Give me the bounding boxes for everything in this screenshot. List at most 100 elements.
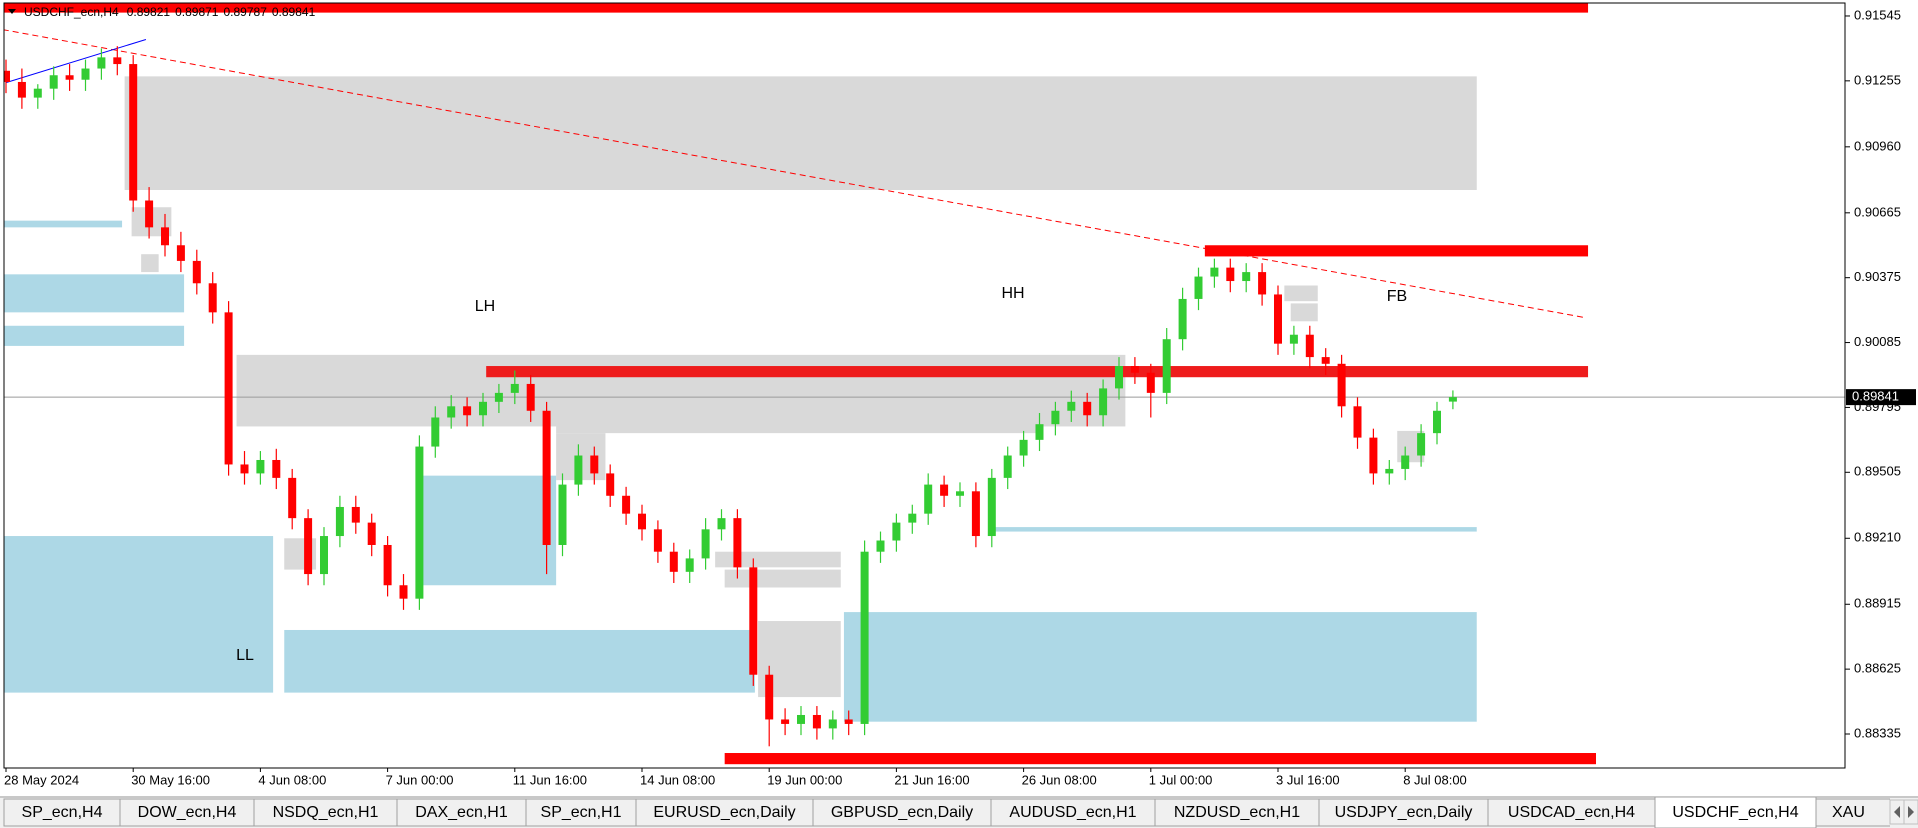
candle-body xyxy=(1385,468,1394,474)
candle-body xyxy=(81,68,90,80)
tab-label: SP_ecn,H4 xyxy=(22,804,103,821)
tab[interactable] xyxy=(396,798,527,827)
x-tick-label: 11 Jun 16:00 xyxy=(513,772,587,787)
active-tab[interactable] xyxy=(1654,796,1817,828)
y-tick-label: 0.90665 xyxy=(1854,204,1901,219)
last-open: 0.89821 xyxy=(127,5,171,19)
candle-body xyxy=(494,392,503,402)
tab[interactable] xyxy=(3,798,121,827)
annotation: HH xyxy=(1001,285,1024,302)
candle-body xyxy=(1019,439,1028,456)
candle-body xyxy=(669,551,678,572)
candle-body xyxy=(1321,357,1330,364)
tab[interactable] xyxy=(1487,798,1656,827)
candle-body xyxy=(176,245,185,261)
y-tick-label: 0.89210 xyxy=(1854,530,1901,545)
candle-body xyxy=(526,383,535,411)
symbol: USDCHF_ecn,H4 xyxy=(24,5,119,19)
y-tick-label: 0.89505 xyxy=(1854,464,1901,479)
candle-body xyxy=(510,383,519,393)
candle-body xyxy=(1146,372,1155,393)
y-tick-label: 0.90375 xyxy=(1854,269,1901,284)
candle-body xyxy=(351,506,360,523)
candle-body xyxy=(924,484,933,514)
x-tick-label: 30 May 16:00 xyxy=(131,772,210,787)
price-zone xyxy=(236,354,1126,427)
x-tick-label: 1 Jul 00:00 xyxy=(1149,772,1213,787)
candle-body xyxy=(574,455,583,485)
candle-body xyxy=(304,518,313,575)
candle-body xyxy=(415,446,424,599)
candle-body xyxy=(431,417,440,447)
x-tick-label: 28 May 2024 xyxy=(4,772,79,787)
tab[interactable] xyxy=(253,798,398,827)
candle-body xyxy=(622,495,631,514)
menu-arrow[interactable] xyxy=(8,9,16,14)
candle-body xyxy=(701,529,710,559)
candle-body xyxy=(1289,334,1298,344)
candle-body xyxy=(4,70,10,82)
candle-body xyxy=(367,522,376,545)
candle-body xyxy=(971,491,980,537)
candle-body xyxy=(828,719,837,729)
candle-body xyxy=(1067,401,1076,411)
candle-body xyxy=(1083,401,1092,416)
candle-body xyxy=(685,558,694,572)
y-tick-label: 0.90960 xyxy=(1854,138,1901,153)
candle-body xyxy=(97,57,106,69)
candle-body xyxy=(1115,366,1123,389)
price-zone xyxy=(1290,303,1318,322)
price-zone xyxy=(1204,245,1589,257)
candle-body xyxy=(1178,298,1187,340)
current-price-box xyxy=(1846,389,1916,406)
candle-body xyxy=(1099,388,1108,416)
candle-body xyxy=(717,518,726,530)
current-price-label: 0.89841 xyxy=(1852,389,1899,404)
candle-body xyxy=(17,81,26,98)
candle-body xyxy=(288,477,297,519)
tab[interactable] xyxy=(990,798,1156,827)
candle-body xyxy=(383,544,392,586)
last-low: 0.89787 xyxy=(223,5,267,19)
tab[interactable] xyxy=(1318,798,1489,827)
candle-body xyxy=(892,522,901,541)
candle-body xyxy=(1258,272,1267,295)
candle-body xyxy=(463,406,472,416)
candle-body xyxy=(272,459,281,478)
y-tick-label: 0.88335 xyxy=(1854,725,1901,740)
candle-body xyxy=(208,283,217,313)
tab[interactable] xyxy=(1154,798,1320,827)
candle-body xyxy=(192,260,201,284)
candle-body xyxy=(1130,366,1139,373)
y-tick-label: 0.90085 xyxy=(1854,334,1901,349)
candle-body xyxy=(129,64,138,201)
trendline xyxy=(5,38,147,84)
candle-body xyxy=(1305,334,1314,358)
tab[interactable] xyxy=(635,798,814,827)
trendline xyxy=(4,29,1584,318)
chart-header: USDCHF_ecn,H4 0.89821 0.89871 0.89787 0.8984… xyxy=(24,5,316,19)
candle-body xyxy=(749,567,758,675)
candle-body xyxy=(65,75,74,80)
price-zone xyxy=(4,274,185,313)
tab[interactable] xyxy=(1815,798,1918,827)
candle-body xyxy=(1003,455,1012,478)
candle-body xyxy=(161,227,169,246)
candle-body xyxy=(860,551,869,724)
x-tick-label: 14 Jun 08:00 xyxy=(640,772,715,787)
candle-body xyxy=(1433,410,1441,434)
tab[interactable] xyxy=(812,798,992,827)
candle-body xyxy=(781,719,790,724)
annotation: LH xyxy=(475,298,495,315)
price-zone xyxy=(724,753,1596,765)
price-zone xyxy=(124,76,1477,190)
candle-body xyxy=(49,75,58,89)
scroll-right-icon xyxy=(1908,806,1914,818)
price-zone xyxy=(486,366,1589,378)
candle-body xyxy=(1274,294,1282,344)
candle-body xyxy=(1448,397,1457,402)
tab-label: DAX_ecn,H1 xyxy=(415,804,508,821)
tab-label: EURUSD_ecn,Daily xyxy=(653,804,795,821)
candle-body xyxy=(399,585,408,599)
